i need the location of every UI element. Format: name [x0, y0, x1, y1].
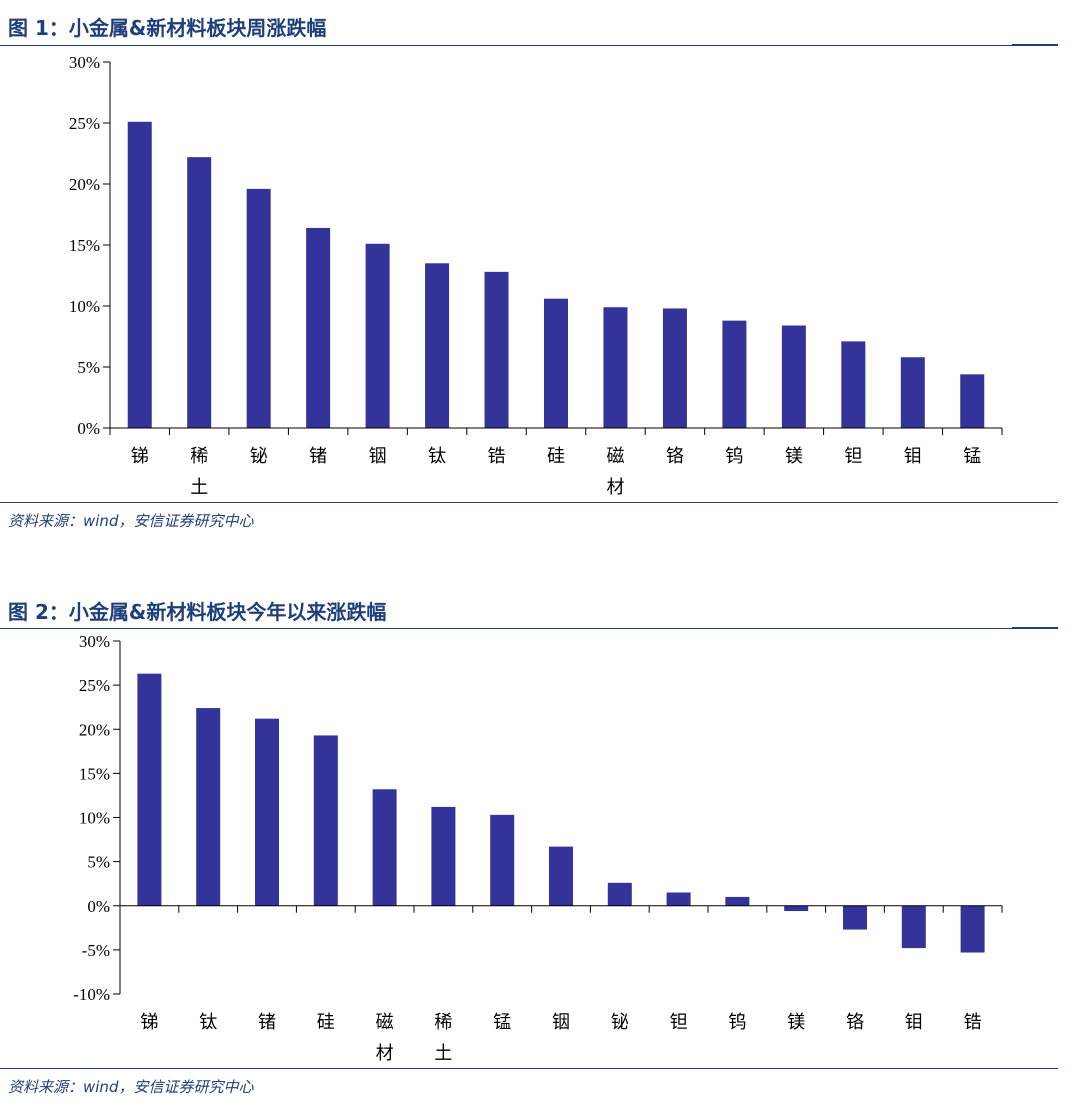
y-tick-label: 20%	[69, 175, 100, 194]
x-category-label: 钽	[844, 446, 862, 467]
y-tick-label: 10%	[79, 809, 110, 828]
x-category-label: 铬	[846, 1012, 864, 1033]
x-category-label: 钼	[905, 1012, 923, 1033]
x-category-label: 钨	[728, 1012, 746, 1033]
x-category-label: 稀土	[190, 446, 208, 498]
bar	[127, 121, 152, 428]
figure-2-source: 资料来源：wind，安信证券研究中心	[8, 1078, 254, 1096]
x-category-label: 磁材	[376, 1012, 394, 1064]
bar	[306, 227, 331, 428]
figure-1-chart: 30% 25% 20% 15% 10% 5% 0% 锑 稀土 铋 锗 铟 钛 锆 硅 磁材 铬 钨 镁 钽 钼 锰	[69, 53, 1003, 498]
bar	[137, 673, 162, 906]
bar	[365, 243, 390, 428]
bar	[725, 896, 750, 906]
x-category-label: 钼	[904, 446, 922, 467]
bar	[722, 320, 747, 428]
bar	[246, 188, 271, 428]
x-category-label: 铋	[611, 1012, 629, 1033]
x-category-label: 锑	[131, 446, 149, 467]
x-category-label: 锰	[963, 446, 981, 467]
figure-1-title-rule	[0, 45, 1058, 46]
x-category-label: 锆	[964, 1012, 982, 1033]
bar	[196, 708, 221, 906]
bar	[187, 157, 212, 428]
y-tick-label: 30%	[79, 632, 110, 651]
y-tick-label: 0%	[77, 419, 100, 438]
bar	[431, 806, 456, 906]
x-category-label: 镁	[787, 1012, 805, 1033]
figure-1-title: 图 1：小金属&新材料板块周涨跌幅	[8, 16, 327, 40]
x-category-label: 铬	[666, 446, 684, 467]
y-tick-label: 15%	[69, 236, 100, 255]
x-category-label: 钨	[725, 446, 743, 467]
bar	[607, 882, 632, 906]
x-category-label: 镁	[785, 446, 803, 467]
figure-2-title-rule-accent	[1012, 627, 1058, 629]
x-category-label: 锗	[309, 446, 327, 467]
x-category-label: 磁材	[606, 446, 624, 498]
x-category-label: 钽	[670, 1012, 688, 1033]
y-tick-label: 25%	[79, 676, 110, 695]
y-tick-label: 30%	[69, 53, 100, 72]
y-tick-label: 25%	[69, 114, 100, 133]
figure-1-source: 资料来源：wind，安信证券研究中心	[8, 512, 254, 530]
y-tick-label: 10%	[69, 297, 100, 316]
figure-1-title-rule-accent	[1012, 44, 1058, 46]
bar	[781, 325, 806, 428]
y-tick-label: 5%	[77, 358, 100, 377]
x-category-label: 钛	[428, 446, 446, 467]
figure-2-source-rule	[0, 1068, 1058, 1069]
bar	[901, 905, 926, 949]
x-category-label: 铟	[552, 1012, 570, 1033]
bar	[549, 846, 573, 906]
x-category-label: 锗	[258, 1012, 276, 1033]
x-category-label: 钛	[199, 1012, 217, 1033]
bar	[255, 718, 279, 906]
bar	[900, 357, 925, 428]
y-tick-label: -10%	[73, 985, 110, 1004]
figure-2-title: 图 2：小金属&新材料板块今年以来涨跌幅	[8, 600, 387, 624]
x-category-label: 锑	[140, 1012, 158, 1033]
bar	[603, 307, 628, 428]
bar	[544, 298, 568, 428]
bar	[960, 905, 985, 953]
bar	[841, 341, 866, 428]
figure-2-title-rule	[0, 628, 1058, 629]
bar	[960, 374, 985, 428]
bar	[784, 905, 809, 912]
y-tick-label: 20%	[79, 720, 110, 739]
y-tick-label: -5%	[82, 941, 110, 960]
bar	[425, 263, 450, 428]
x-category-label: 硅	[317, 1012, 335, 1033]
x-category-label: 铋	[250, 446, 268, 467]
y-tick-label: 15%	[79, 764, 110, 783]
x-category-label: 硅	[547, 446, 565, 467]
bar	[313, 735, 338, 906]
bar	[484, 271, 509, 428]
bar	[662, 308, 687, 428]
figure-1-source-rule	[0, 502, 1058, 503]
x-category-label: 稀土	[434, 1012, 452, 1064]
bar	[666, 892, 691, 906]
y-tick-label: 0%	[87, 897, 110, 916]
bar	[490, 814, 515, 906]
y-tick-label: 5%	[87, 853, 110, 872]
x-category-label: 锰	[493, 1012, 511, 1033]
x-category-label: 锆	[488, 446, 506, 467]
bar	[372, 789, 397, 906]
bar	[843, 905, 867, 930]
x-category-label: 铟	[369, 446, 387, 467]
